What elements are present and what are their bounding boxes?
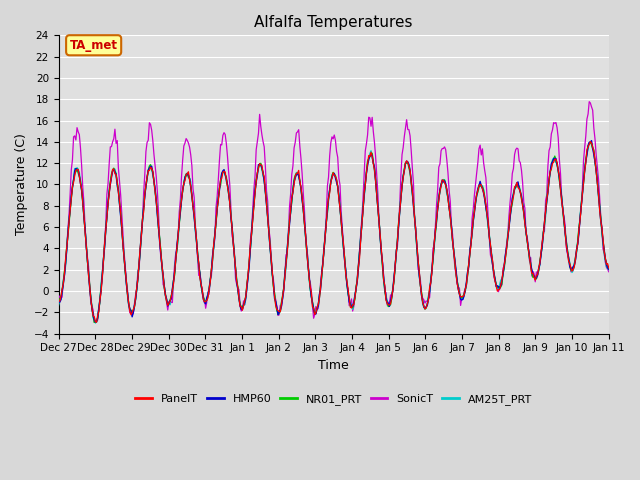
Y-axis label: Temperature (C): Temperature (C) [15,133,28,235]
Legend: PanelT, HMP60, NR01_PRT, SonicT, AM25T_PRT: PanelT, HMP60, NR01_PRT, SonicT, AM25T_P… [131,390,536,409]
Text: TA_met: TA_met [70,39,118,52]
X-axis label: Time: Time [318,359,349,372]
Title: Alfalfa Temperatures: Alfalfa Temperatures [255,15,413,30]
